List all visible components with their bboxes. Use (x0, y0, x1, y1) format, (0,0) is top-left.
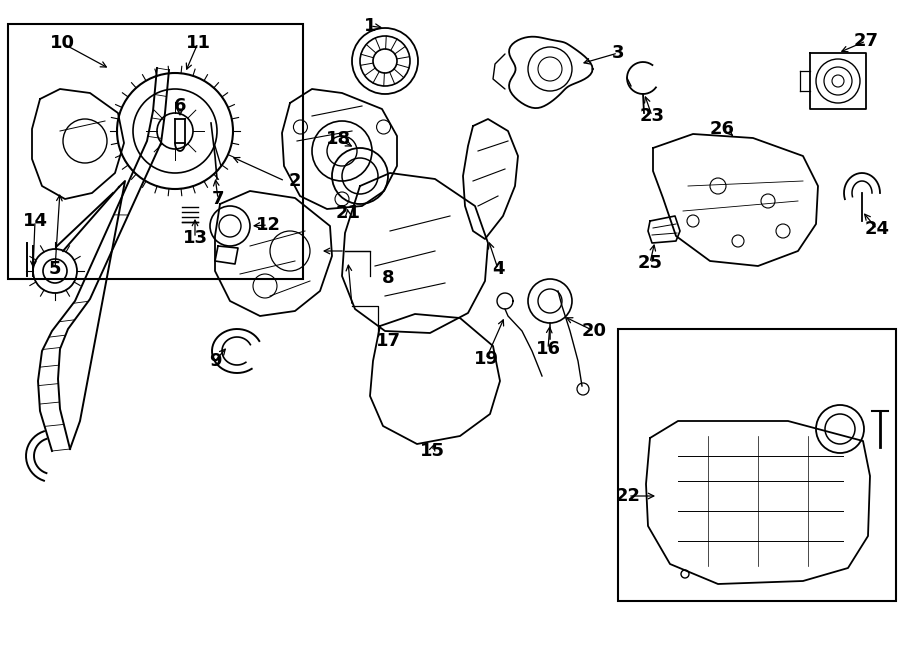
Text: 3: 3 (612, 44, 625, 62)
Text: 16: 16 (536, 340, 561, 358)
Text: 17: 17 (375, 332, 401, 350)
Text: 1: 1 (364, 17, 376, 35)
Bar (618, 329, 896, 601)
Text: 5: 5 (49, 260, 61, 278)
Text: 10: 10 (50, 34, 75, 52)
Bar (8, 24, 303, 279)
Text: 26: 26 (709, 120, 734, 138)
Text: 25: 25 (637, 254, 662, 272)
Text: 14: 14 (22, 212, 48, 230)
Text: 7: 7 (212, 190, 224, 208)
Text: 9: 9 (209, 352, 221, 370)
Text: 24: 24 (865, 220, 889, 238)
Text: 18: 18 (326, 130, 351, 148)
Text: 12: 12 (256, 216, 281, 234)
Text: 21: 21 (336, 204, 361, 222)
Text: 13: 13 (183, 229, 208, 247)
Text: 6: 6 (174, 97, 186, 115)
Text: 23: 23 (640, 107, 664, 125)
Text: 4: 4 (491, 260, 504, 278)
Text: 8: 8 (382, 269, 394, 287)
Text: 22: 22 (616, 487, 641, 505)
Text: 20: 20 (581, 322, 607, 340)
Text: 19: 19 (473, 350, 499, 368)
Text: 11: 11 (185, 34, 211, 52)
Text: 15: 15 (419, 442, 445, 460)
Text: 2: 2 (289, 172, 302, 190)
Text: 27: 27 (853, 32, 878, 50)
